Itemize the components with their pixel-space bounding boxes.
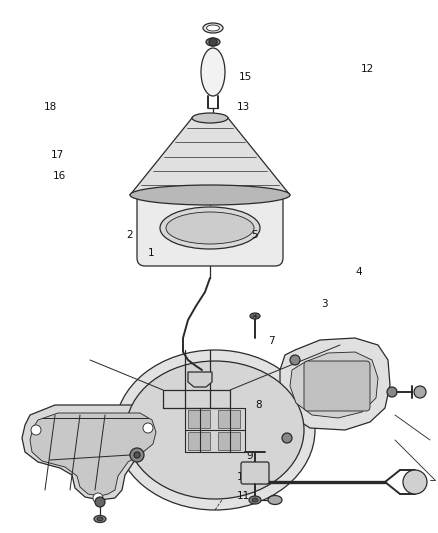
Ellipse shape: [166, 212, 254, 244]
Circle shape: [290, 355, 300, 365]
Text: 15: 15: [239, 72, 252, 82]
Circle shape: [95, 497, 105, 507]
Polygon shape: [280, 338, 390, 430]
Polygon shape: [290, 352, 378, 418]
Polygon shape: [218, 410, 240, 428]
Text: 16: 16: [53, 171, 66, 181]
Ellipse shape: [130, 185, 290, 205]
Ellipse shape: [97, 517, 103, 521]
Ellipse shape: [250, 313, 260, 319]
Circle shape: [143, 423, 153, 433]
FancyBboxPatch shape: [304, 361, 370, 411]
Ellipse shape: [94, 515, 106, 522]
Circle shape: [209, 38, 217, 46]
Text: 7: 7: [268, 336, 275, 346]
FancyBboxPatch shape: [137, 190, 283, 266]
Ellipse shape: [206, 25, 219, 31]
Text: 2: 2: [126, 230, 133, 239]
Text: 4: 4: [356, 267, 363, 277]
Ellipse shape: [249, 496, 261, 504]
Text: 3: 3: [321, 299, 328, 309]
Text: 1: 1: [148, 248, 155, 258]
Polygon shape: [130, 118, 290, 195]
Text: 13: 13: [237, 102, 250, 111]
FancyBboxPatch shape: [241, 462, 269, 484]
Circle shape: [130, 448, 144, 462]
Ellipse shape: [160, 207, 260, 249]
Polygon shape: [218, 432, 240, 450]
Text: 6: 6: [167, 222, 174, 231]
Ellipse shape: [115, 350, 315, 510]
Ellipse shape: [268, 496, 282, 505]
Text: 14: 14: [208, 76, 221, 86]
Text: 12: 12: [361, 64, 374, 74]
Ellipse shape: [192, 113, 228, 123]
Polygon shape: [188, 432, 210, 450]
Circle shape: [31, 425, 41, 435]
Text: 9: 9: [246, 451, 253, 461]
Text: 5: 5: [251, 230, 258, 239]
Ellipse shape: [201, 48, 225, 96]
Polygon shape: [188, 372, 212, 387]
Circle shape: [93, 493, 103, 503]
Text: 11: 11: [237, 491, 250, 500]
Circle shape: [134, 452, 140, 458]
Text: 8: 8: [255, 400, 262, 410]
Ellipse shape: [126, 361, 304, 499]
Ellipse shape: [206, 38, 220, 46]
Circle shape: [414, 386, 426, 398]
Text: 10: 10: [237, 472, 250, 482]
Text: 17: 17: [50, 150, 64, 159]
Ellipse shape: [252, 498, 258, 502]
Polygon shape: [188, 410, 210, 428]
Text: 18: 18: [44, 102, 57, 111]
Polygon shape: [30, 413, 156, 496]
Ellipse shape: [203, 23, 223, 33]
Circle shape: [403, 470, 427, 494]
Circle shape: [387, 387, 397, 397]
Circle shape: [282, 433, 292, 443]
Polygon shape: [22, 405, 165, 500]
